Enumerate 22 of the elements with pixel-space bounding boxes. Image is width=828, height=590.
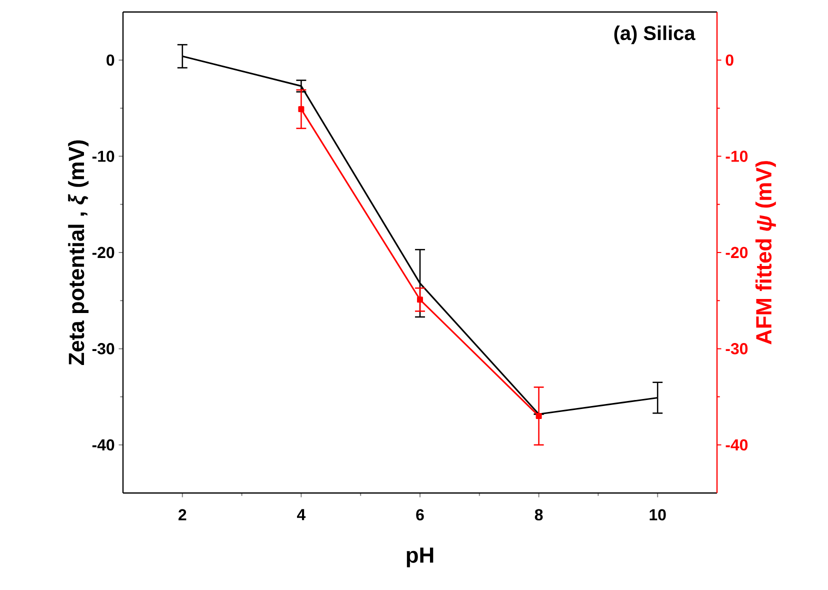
- point: [298, 106, 304, 112]
- y-tick-label: -20: [92, 246, 114, 258]
- x-tick-label: 2: [178, 509, 186, 520]
- y-tick-label: -10: [92, 150, 114, 162]
- y2-axis-title: AFM fitted ψ (mV): [755, 161, 776, 344]
- x-tick-label: 6: [416, 509, 424, 520]
- x-tick-label: 4: [297, 509, 306, 520]
- y-tick-label: -40: [92, 439, 114, 451]
- y-axis-title: Zeta potential , ξ (mV): [68, 140, 89, 366]
- x-tick-label: 8: [534, 509, 543, 520]
- y2-tick-label: -30: [726, 343, 748, 354]
- y2-tick-label: -40: [726, 439, 748, 451]
- y-tick-label: -30: [92, 343, 114, 354]
- annotation: (a) Silica: [614, 26, 696, 44]
- x-axis-title: pH: [406, 548, 434, 568]
- y2-tick-label: -20: [726, 246, 748, 258]
- x-tick-label: 10: [650, 509, 666, 520]
- point: [417, 296, 423, 303]
- y2-tick-label: -10: [726, 150, 748, 162]
- y-tick-label: 0: [106, 54, 114, 66]
- point: [536, 413, 542, 420]
- y2-tick-label: 0: [726, 54, 734, 66]
